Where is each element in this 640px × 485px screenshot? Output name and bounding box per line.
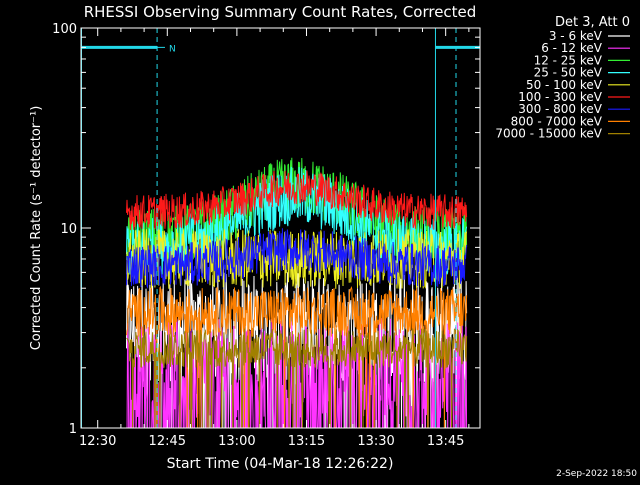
legend-entry-label: 6 - 12 keV bbox=[541, 41, 603, 55]
legend-entry-label: 3 - 6 keV bbox=[549, 29, 603, 43]
saa-marker-label: N bbox=[169, 44, 176, 54]
x-tick-label: 13:45 bbox=[427, 434, 464, 449]
x-tick-label: 13:00 bbox=[218, 434, 255, 449]
series-line bbox=[126, 228, 468, 290]
x-axis-label: Start Time (04-Mar-18 12:26:22) bbox=[167, 456, 394, 472]
x-tick-label: 12:45 bbox=[149, 434, 186, 449]
series-line bbox=[126, 285, 468, 428]
series-layer bbox=[126, 157, 468, 428]
series-line bbox=[126, 229, 468, 289]
y-tick-label: 100 bbox=[52, 22, 77, 37]
y-axis-label: Corrected Count Rate (s⁻¹ detector⁻¹) bbox=[29, 106, 44, 351]
series-line bbox=[126, 170, 468, 230]
x-tick-label: 12:30 bbox=[79, 434, 116, 449]
series-line bbox=[126, 318, 468, 428]
legend-entry-label: 800 - 7000 keV bbox=[511, 114, 603, 128]
y-tick-label: 1 bbox=[69, 422, 77, 437]
y-tick-label: 10 bbox=[60, 222, 77, 237]
legend-entry-label: 100 - 300 keV bbox=[518, 90, 602, 104]
legend-entry-label: 50 - 100 keV bbox=[526, 78, 603, 92]
chart-title: RHESSI Observing Summary Count Rates, Co… bbox=[84, 3, 477, 21]
axis-layer: 12:30 12:45 13:00 13:15 13:30 13:45 1 10 100 bbox=[52, 22, 480, 449]
series-line bbox=[126, 328, 468, 428]
x-tick-label: 13:15 bbox=[288, 434, 325, 449]
date-stamp: 2-Sep-2022 18:50 bbox=[556, 469, 637, 479]
legend-entry-label: 25 - 50 keV bbox=[534, 66, 603, 80]
legend-entry-label: 12 - 25 keV bbox=[534, 53, 603, 67]
legend-entry-label: 300 - 800 keV bbox=[518, 102, 602, 116]
x-tick-label: 13:30 bbox=[357, 434, 394, 449]
legend-title: Det 3, Att 0 bbox=[555, 15, 630, 30]
legend-entry-label: 7000 - 15000 keV bbox=[495, 127, 602, 141]
